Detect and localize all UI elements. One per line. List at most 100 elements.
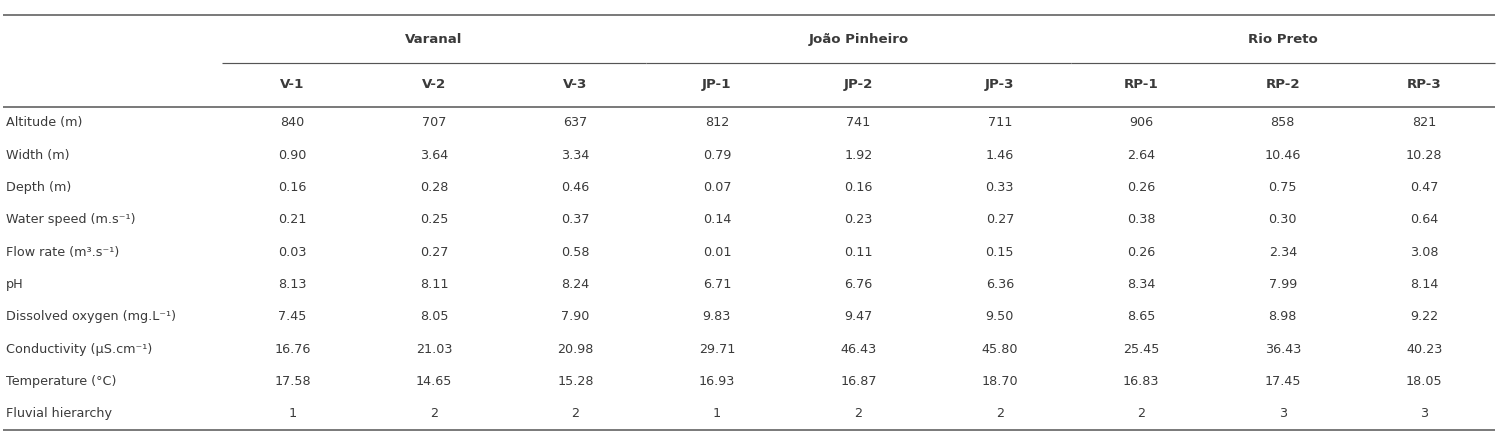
Text: V-3: V-3 [563,78,587,91]
Text: Temperature (°C): Temperature (°C) [6,375,117,388]
Text: 10.28: 10.28 [1407,148,1443,162]
Text: 18.05: 18.05 [1407,375,1443,388]
Text: JP-2: JP-2 [843,78,873,91]
Text: 0.26: 0.26 [1126,246,1155,259]
Text: 0.16: 0.16 [279,181,307,194]
Text: 0.25: 0.25 [419,213,448,226]
Text: 707: 707 [422,116,446,129]
Text: 16.76: 16.76 [274,343,310,356]
Text: Width (m): Width (m) [6,148,69,162]
Text: RP-2: RP-2 [1266,78,1300,91]
Text: 9.50: 9.50 [986,311,1014,323]
Text: JP-3: JP-3 [986,78,1014,91]
Text: 0.27: 0.27 [419,246,448,259]
Text: 2.34: 2.34 [1269,246,1297,259]
Text: 8.05: 8.05 [419,311,448,323]
Text: Dissolved oxygen (mg.L⁻¹): Dissolved oxygen (mg.L⁻¹) [6,311,175,323]
Text: 3: 3 [1279,407,1287,420]
Text: 0.11: 0.11 [843,246,873,259]
Text: 46.43: 46.43 [840,343,876,356]
Text: 6.36: 6.36 [986,278,1014,291]
Text: 8.98: 8.98 [1269,311,1297,323]
Text: 9.83: 9.83 [703,311,731,323]
Text: Varanal: Varanal [406,33,463,46]
Text: 8.34: 8.34 [1126,278,1155,291]
Text: 21.03: 21.03 [415,343,452,356]
Text: 2.64: 2.64 [1128,148,1155,162]
Text: 45.80: 45.80 [981,343,1019,356]
Text: 6.71: 6.71 [703,278,731,291]
Text: 16.87: 16.87 [840,375,876,388]
Text: 8.65: 8.65 [1126,311,1155,323]
Text: 0.21: 0.21 [279,213,307,226]
Text: 7.90: 7.90 [562,311,590,323]
Text: V-2: V-2 [422,78,446,91]
Text: 8.14: 8.14 [1410,278,1438,291]
Text: 0.47: 0.47 [1410,181,1438,194]
Text: 9.47: 9.47 [845,311,872,323]
Text: 1: 1 [289,407,297,420]
Text: Rio Preto: Rio Preto [1248,33,1318,46]
Text: Conductivity (μS.cm⁻¹): Conductivity (μS.cm⁻¹) [6,343,153,356]
Text: 858: 858 [1270,116,1294,129]
Text: 9.22: 9.22 [1410,311,1438,323]
Text: 0.64: 0.64 [1410,213,1438,226]
Text: 711: 711 [987,116,1013,129]
Text: João Pinheiro: João Pinheiro [809,33,908,46]
Text: 36.43: 36.43 [1264,343,1300,356]
Text: 2: 2 [854,407,863,420]
Text: 906: 906 [1129,116,1153,129]
Text: Flow rate (m³.s⁻¹): Flow rate (m³.s⁻¹) [6,246,120,259]
Text: RP-3: RP-3 [1407,78,1441,91]
Text: 16.83: 16.83 [1124,375,1159,388]
Text: 29.71: 29.71 [698,343,736,356]
Text: 20.98: 20.98 [557,343,593,356]
Text: 0.26: 0.26 [1126,181,1155,194]
Text: 8.13: 8.13 [279,278,307,291]
Text: V-1: V-1 [280,78,304,91]
Text: 3.08: 3.08 [1410,246,1438,259]
Text: 0.16: 0.16 [845,181,872,194]
Text: 0.28: 0.28 [419,181,448,194]
Text: Depth (m): Depth (m) [6,181,72,194]
Text: 14.65: 14.65 [416,375,452,388]
Text: 741: 741 [846,116,870,129]
Text: 40.23: 40.23 [1407,343,1443,356]
Text: 2: 2 [571,407,580,420]
Text: 840: 840 [280,116,304,129]
Text: 0.01: 0.01 [703,246,731,259]
Text: Water speed (m.s⁻¹): Water speed (m.s⁻¹) [6,213,135,226]
Text: 3.34: 3.34 [562,148,590,162]
Text: 637: 637 [563,116,587,129]
Text: 0.23: 0.23 [845,213,872,226]
Text: 7.45: 7.45 [279,311,307,323]
Text: 0.27: 0.27 [986,213,1014,226]
Text: 16.93: 16.93 [698,375,736,388]
Text: 7.99: 7.99 [1269,278,1297,291]
Text: 8.11: 8.11 [419,278,448,291]
Text: 3.64: 3.64 [419,148,448,162]
Text: 17.58: 17.58 [274,375,310,388]
Text: 6.76: 6.76 [845,278,872,291]
Text: 2: 2 [430,407,437,420]
Text: 0.33: 0.33 [986,181,1014,194]
Text: 10.46: 10.46 [1264,148,1300,162]
Text: 0.79: 0.79 [703,148,731,162]
Text: 0.46: 0.46 [562,181,590,194]
Text: 2: 2 [996,407,1004,420]
Text: 812: 812 [704,116,730,129]
Text: Altitude (m): Altitude (m) [6,116,82,129]
Text: 17.45: 17.45 [1264,375,1302,388]
Text: JP-1: JP-1 [703,78,731,91]
Text: Fluvial hierarchy: Fluvial hierarchy [6,407,112,420]
Text: 1.92: 1.92 [845,148,872,162]
Text: 0.03: 0.03 [279,246,307,259]
Text: RP-1: RP-1 [1124,78,1158,91]
Text: 821: 821 [1413,116,1437,129]
Text: 0.38: 0.38 [1126,213,1155,226]
Text: 1: 1 [713,407,721,420]
Text: 1.46: 1.46 [986,148,1014,162]
Text: 8.24: 8.24 [562,278,590,291]
Text: 0.30: 0.30 [1269,213,1297,226]
Text: 18.70: 18.70 [981,375,1019,388]
